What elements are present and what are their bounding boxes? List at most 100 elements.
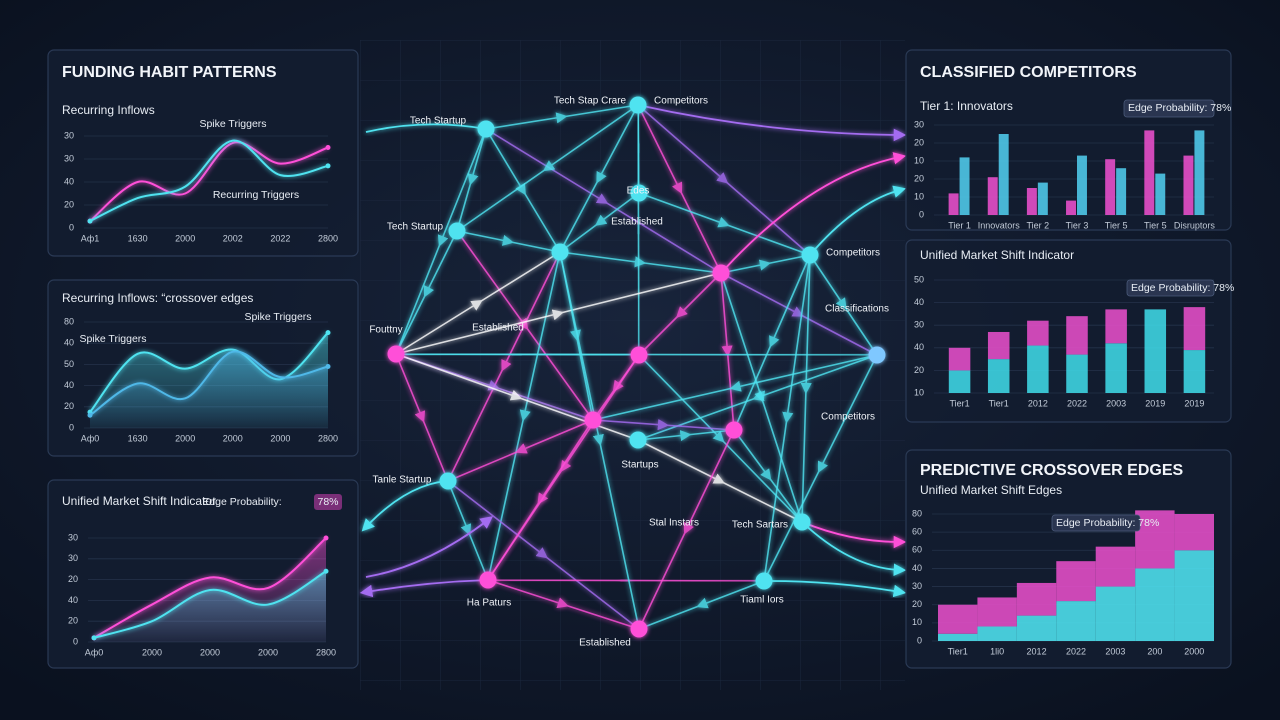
y-tick-label: 50	[64, 359, 74, 369]
y-tick-label: 0	[73, 636, 78, 646]
chart-title: Recurring Inflows	[62, 103, 155, 117]
y-tick-label: 0	[69, 222, 74, 232]
edge	[763, 354, 878, 582]
bar-segment	[1105, 309, 1127, 344]
bar	[1183, 155, 1194, 215]
x-tick-label: 2002	[223, 233, 243, 243]
node	[387, 345, 405, 363]
edge	[559, 251, 722, 274]
bar	[1144, 130, 1155, 215]
y-tick-label: 10	[912, 617, 922, 627]
x-tick-label: Tier 5	[1105, 220, 1128, 230]
area	[94, 571, 326, 642]
x-tick-label: Аф0	[81, 433, 100, 443]
bar	[1155, 173, 1166, 215]
x-tick-label: 1630	[128, 433, 148, 443]
x-tick-label: 2000	[258, 647, 278, 657]
node-label: Established	[472, 323, 524, 334]
node-label: Competitors	[821, 412, 875, 423]
x-tick-label: 2000	[175, 233, 195, 243]
line-start	[87, 412, 93, 418]
x-tick-label: 2000	[270, 433, 290, 443]
edge	[447, 251, 561, 482]
annotation: Edge Probability:	[202, 496, 281, 508]
line	[93, 537, 327, 639]
bar-segment	[1105, 343, 1127, 393]
x-tick-label: 200	[1147, 646, 1162, 656]
edge	[720, 254, 811, 274]
y-tick-label: 0	[917, 635, 922, 645]
line-end	[325, 330, 331, 336]
node-label: Tech Startup	[387, 222, 444, 233]
bar	[1105, 159, 1116, 215]
bar	[959, 157, 970, 215]
edge	[447, 480, 489, 581]
edge	[809, 254, 878, 356]
edge	[456, 104, 639, 232]
node	[725, 421, 743, 439]
x-tick-label: 2000	[223, 433, 243, 443]
chart-panel: FUNDING HABIT PATTERNS Recurring Inflows 0…	[47, 49, 359, 257]
edge	[395, 353, 449, 482]
edge	[637, 429, 735, 442]
edge	[763, 254, 811, 582]
x-tick-label: 2012	[1028, 398, 1048, 408]
edge-out	[809, 185, 907, 256]
edge	[638, 272, 722, 356]
edge	[637, 104, 811, 256]
x-tick-label: 1630	[128, 233, 148, 243]
edge	[559, 251, 640, 630]
step-segment	[1174, 514, 1214, 551]
x-tick-label: Tier1	[948, 646, 968, 656]
y-tick-label: 40	[912, 563, 922, 573]
bar-segment	[987, 359, 1010, 393]
badge-box	[1123, 99, 1215, 118]
x-tick-label: Аф1	[81, 233, 100, 243]
x-tick-label: Tier 3	[1066, 220, 1089, 230]
y-tick-label: 20	[914, 173, 924, 183]
network: Tech Stap Crare Competitors Tech Startup Ed…	[359, 96, 907, 649]
x-tick-label: 2000	[1184, 646, 1204, 656]
node	[629, 431, 647, 449]
bar-segment	[1183, 350, 1206, 393]
step-segment	[977, 626, 1017, 641]
step-segment	[1016, 615, 1057, 641]
step-segment	[1135, 510, 1175, 569]
line-start	[91, 635, 97, 641]
edge	[487, 574, 765, 587]
x-tick-label: 2022	[1066, 646, 1086, 656]
edge-out	[637, 104, 907, 142]
line	[89, 350, 329, 417]
node-label: Competitors	[826, 248, 880, 259]
chart-title: Unified Market Shift Edges	[920, 483, 1062, 497]
edge-out	[365, 516, 494, 578]
x-tick-label: Tier 5	[1144, 220, 1167, 230]
y-tick-label: 20	[68, 574, 78, 584]
node	[630, 184, 648, 202]
x-tick-label: 2800	[316, 647, 336, 657]
node-label: Tech Stap Crare	[554, 96, 627, 107]
x-tick-label: 2003	[1106, 398, 1126, 408]
edge	[395, 128, 487, 355]
x-tick-label: 1li0	[990, 646, 1004, 656]
bar-segment	[948, 347, 971, 371]
node	[755, 572, 773, 590]
y-tick-label: 20	[64, 401, 74, 411]
y-tick-label: 0	[69, 422, 74, 432]
step-segment	[938, 604, 978, 634]
node	[584, 411, 602, 429]
edge	[733, 429, 803, 523]
charts: FUNDING HABIT PATTERNS Recurring Inflows 0…	[47, 49, 1234, 669]
line-end	[323, 535, 329, 541]
edge	[487, 354, 640, 581]
line-end	[325, 163, 331, 169]
x-tick-label: Аф0	[85, 647, 104, 657]
node-label: Tech Startup	[410, 116, 467, 127]
node-label: Tech Sartars	[732, 520, 788, 531]
edge	[447, 419, 594, 482]
badge-box	[314, 494, 342, 510]
y-tick-label: 40	[914, 342, 924, 352]
step-segment	[1095, 586, 1136, 641]
x-tick-label: 2019	[1145, 398, 1165, 408]
